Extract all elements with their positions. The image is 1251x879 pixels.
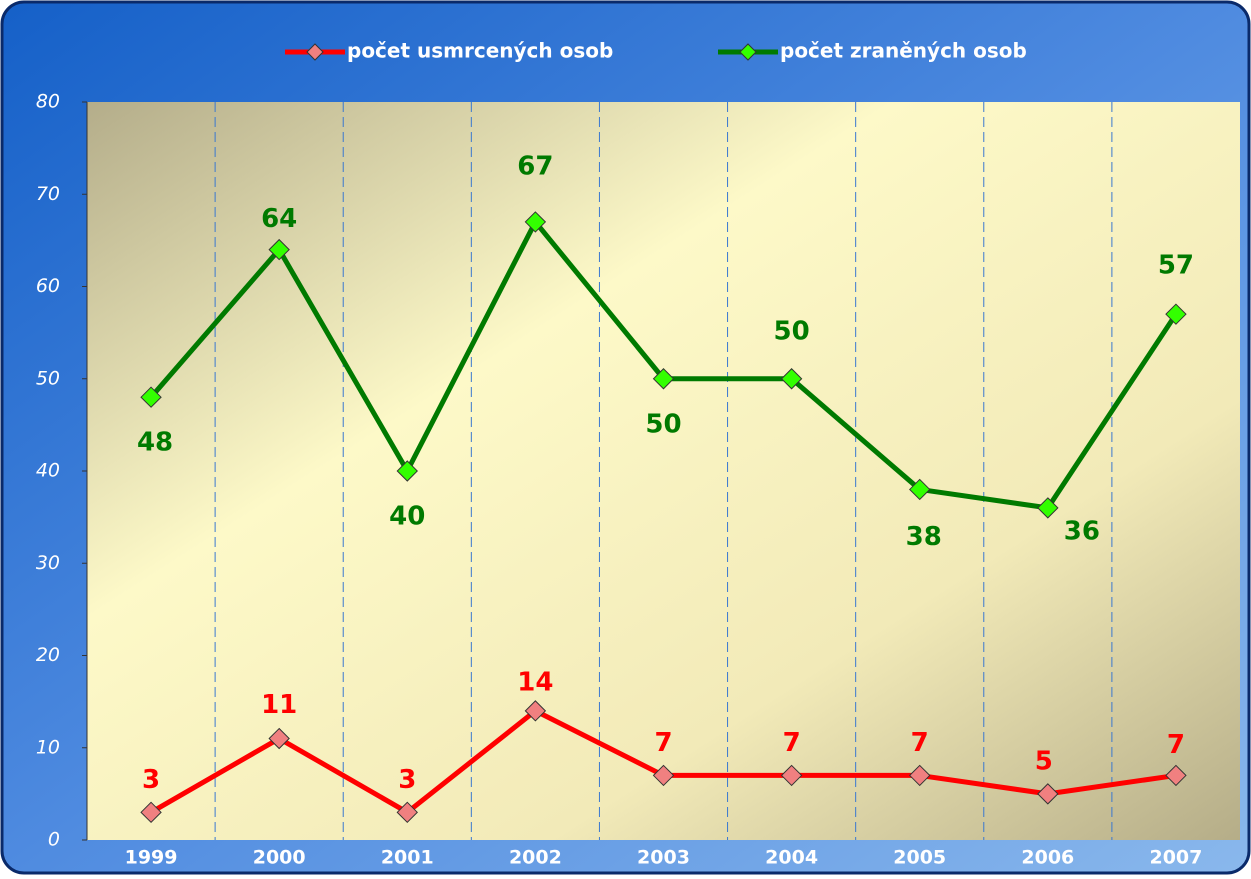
y-tick-label: 30 [36, 552, 60, 574]
legend-label: počet usmrcených osob [347, 39, 613, 63]
y-tick-label: 40 [36, 460, 60, 482]
marker [652, 764, 675, 787]
x-tick-label: 2000 [253, 847, 306, 869]
data-label: 50 [774, 316, 810, 346]
x-tick-label: 2004 [765, 847, 818, 869]
x-tick-label: 2003 [637, 847, 690, 869]
data-label: 3 [142, 765, 160, 795]
plot-area [87, 102, 1240, 840]
data-label: 38 [906, 522, 942, 552]
legend-label: počet zraněných osob [780, 39, 1027, 63]
marker [1165, 764, 1187, 787]
y-tick-label: 0 [48, 829, 60, 851]
y-tick-label: 80 [36, 91, 60, 113]
data-label: 48 [137, 428, 173, 458]
marker [652, 368, 675, 390]
marker [1037, 783, 1059, 805]
marker [524, 700, 547, 722]
marker [909, 478, 931, 501]
data-label: 64 [261, 204, 297, 234]
data-label: 7 [783, 728, 801, 758]
marker [780, 764, 803, 787]
x-tick-label: 2001 [381, 847, 434, 869]
legend-marker [739, 43, 757, 61]
marker [524, 211, 547, 233]
marker [909, 764, 931, 787]
marker [780, 368, 803, 390]
y-tick-label: 50 [36, 367, 60, 389]
marker [140, 801, 162, 824]
marker [268, 238, 290, 261]
data-label: 7 [1167, 730, 1185, 760]
marker [1165, 303, 1187, 325]
legend: počet usmrcených osob počet zraněných oso… [285, 39, 1027, 63]
y-tick-label: 70 [36, 183, 60, 205]
data-label: 5 [1035, 746, 1053, 776]
x-tick-label: 2007 [1149, 847, 1202, 869]
x-tick-label: 2006 [1021, 847, 1074, 869]
marker [1037, 497, 1059, 519]
legend-marker [306, 43, 324, 61]
data-label: 7 [911, 728, 929, 758]
data-label: 40 [389, 502, 425, 532]
y-tick-label: 10 [36, 736, 60, 758]
data-label: 7 [654, 728, 672, 758]
x-tick-label: 1999 [125, 847, 178, 869]
data-label: 67 [517, 151, 553, 181]
data-label: 36 [1064, 516, 1100, 546]
data-label: 3 [398, 765, 416, 795]
data-label: 11 [261, 690, 297, 720]
marker [396, 801, 418, 824]
y-tick-label: 20 [36, 644, 60, 666]
y-tick-label: 60 [36, 275, 60, 297]
data-label: 14 [517, 667, 553, 697]
marker [268, 727, 290, 750]
data-label: 57 [1158, 251, 1194, 281]
marker [396, 460, 418, 482]
data-label: 50 [645, 409, 681, 439]
marker [140, 386, 162, 408]
x-tick-label: 2005 [893, 847, 946, 869]
x-tick-label: 2002 [509, 847, 562, 869]
